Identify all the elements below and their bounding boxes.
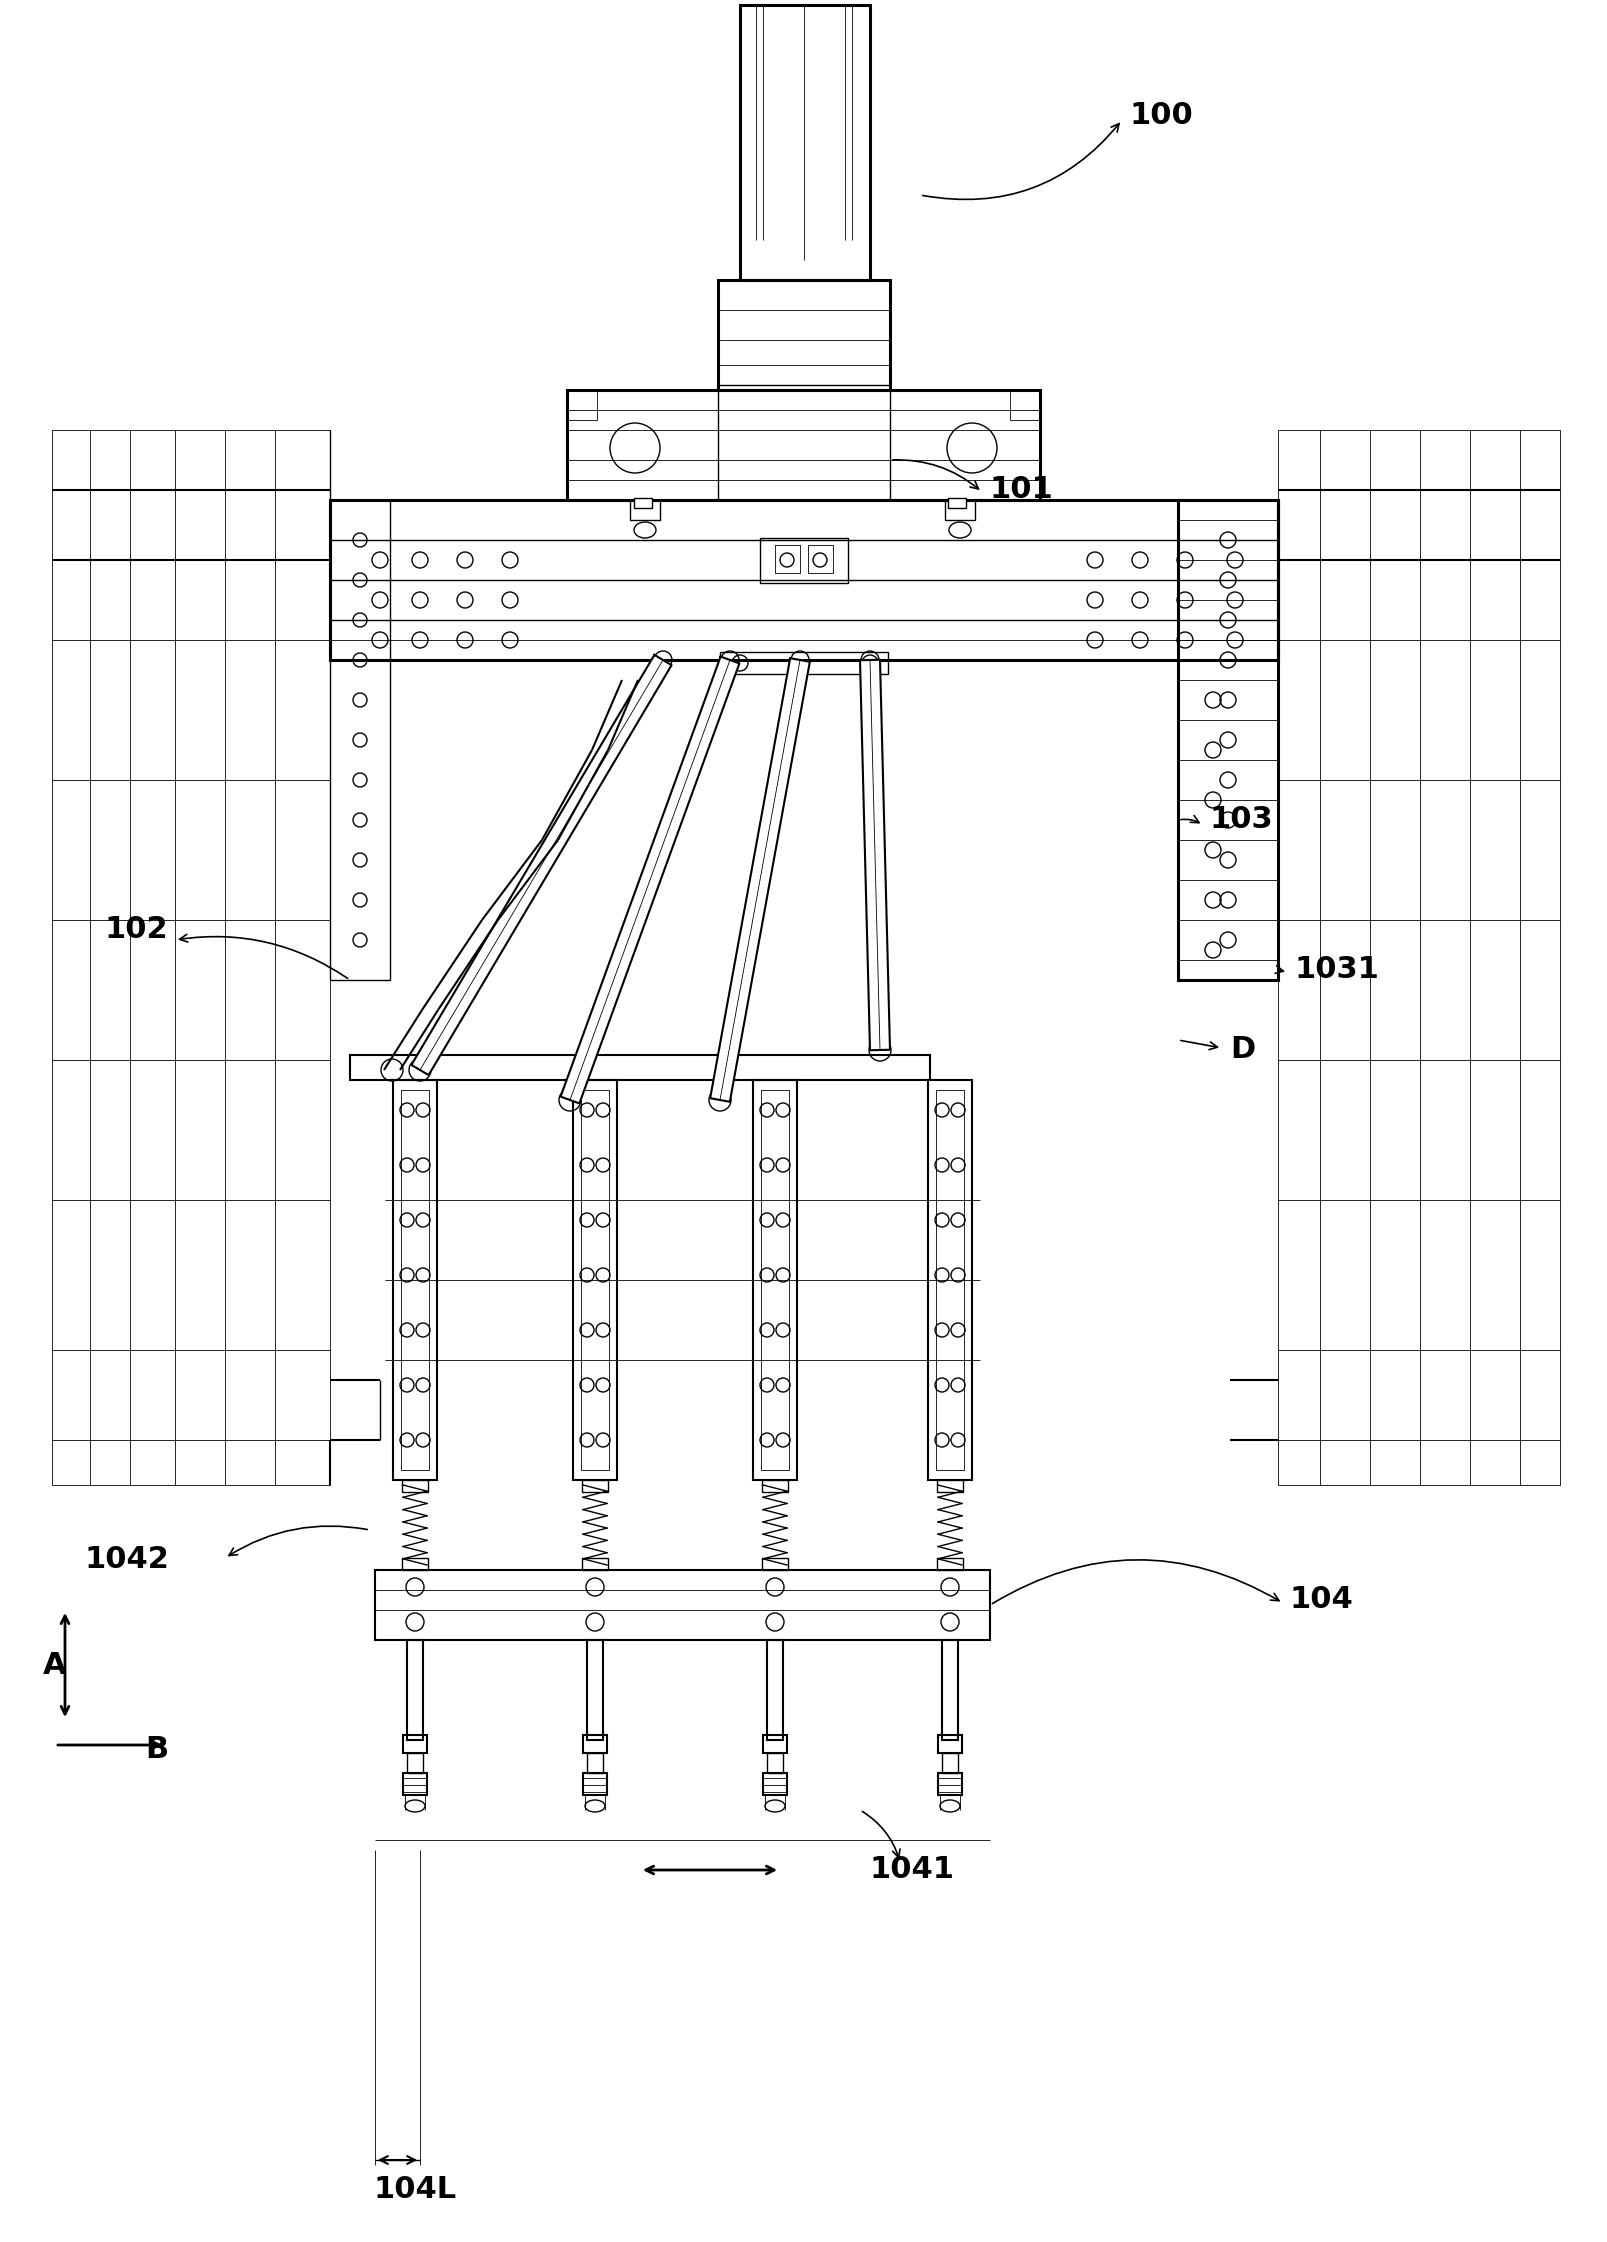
Text: 1042: 1042	[85, 1545, 170, 1574]
Bar	[720, 652, 887, 675]
Bar	[374, 1569, 990, 1639]
Bar	[583, 1735, 606, 1753]
Bar	[942, 1753, 958, 1773]
Bar	[937, 1773, 961, 1796]
Bar	[402, 1558, 427, 1569]
Bar	[760, 1090, 789, 1471]
Bar	[937, 1735, 961, 1753]
Bar	[937, 1480, 963, 1491]
Bar	[739, 4, 869, 280]
Bar	[762, 1480, 787, 1491]
Bar	[583, 1773, 606, 1796]
Bar	[572, 1081, 617, 1480]
Bar	[775, 545, 800, 574]
Text: 1041: 1041	[869, 1856, 955, 1886]
Bar	[937, 1558, 963, 1569]
Text: 103: 103	[1208, 805, 1273, 834]
Polygon shape	[710, 659, 810, 1101]
Bar	[580, 1090, 609, 1471]
Text: 101: 101	[990, 475, 1053, 504]
Bar	[630, 500, 659, 520]
Bar	[582, 1480, 607, 1491]
Bar	[587, 1753, 603, 1773]
Bar	[407, 1753, 423, 1773]
Bar	[807, 545, 832, 574]
Bar	[392, 1081, 437, 1480]
Polygon shape	[561, 657, 739, 1103]
Bar	[400, 1090, 429, 1471]
Bar	[1278, 430, 1559, 1484]
Bar	[945, 500, 974, 520]
Bar	[948, 498, 966, 509]
Text: 100: 100	[1130, 101, 1192, 130]
Text: 1031: 1031	[1294, 955, 1379, 984]
Text: 104L: 104L	[373, 2175, 456, 2204]
Bar	[935, 1090, 964, 1471]
Text: 102: 102	[104, 915, 169, 944]
Bar	[763, 1735, 786, 1753]
Bar	[767, 1753, 783, 1773]
Bar	[407, 1639, 423, 1740]
Text: B: B	[145, 1735, 169, 1764]
Bar	[1009, 390, 1040, 419]
Bar	[403, 1773, 427, 1796]
Bar	[51, 430, 329, 1484]
Bar	[350, 1056, 929, 1081]
Bar	[718, 280, 889, 390]
Bar	[1178, 500, 1278, 980]
Polygon shape	[860, 659, 889, 1049]
Bar	[403, 1735, 427, 1753]
Bar	[760, 538, 847, 583]
Bar	[762, 1558, 787, 1569]
Text: D: D	[1229, 1036, 1255, 1065]
Bar	[767, 1639, 783, 1740]
Bar	[567, 390, 596, 419]
Bar	[582, 1558, 607, 1569]
Bar	[402, 1480, 427, 1491]
Text: A: A	[43, 1650, 67, 1679]
Bar	[633, 498, 651, 509]
Text: 104: 104	[1289, 1585, 1353, 1614]
Bar	[567, 390, 1040, 500]
Bar	[752, 1081, 797, 1480]
Polygon shape	[411, 655, 672, 1076]
Bar	[329, 500, 1278, 659]
Bar	[329, 500, 391, 980]
Bar	[927, 1081, 971, 1480]
Bar	[587, 1639, 603, 1740]
Bar	[763, 1773, 786, 1796]
Bar	[942, 1639, 958, 1740]
